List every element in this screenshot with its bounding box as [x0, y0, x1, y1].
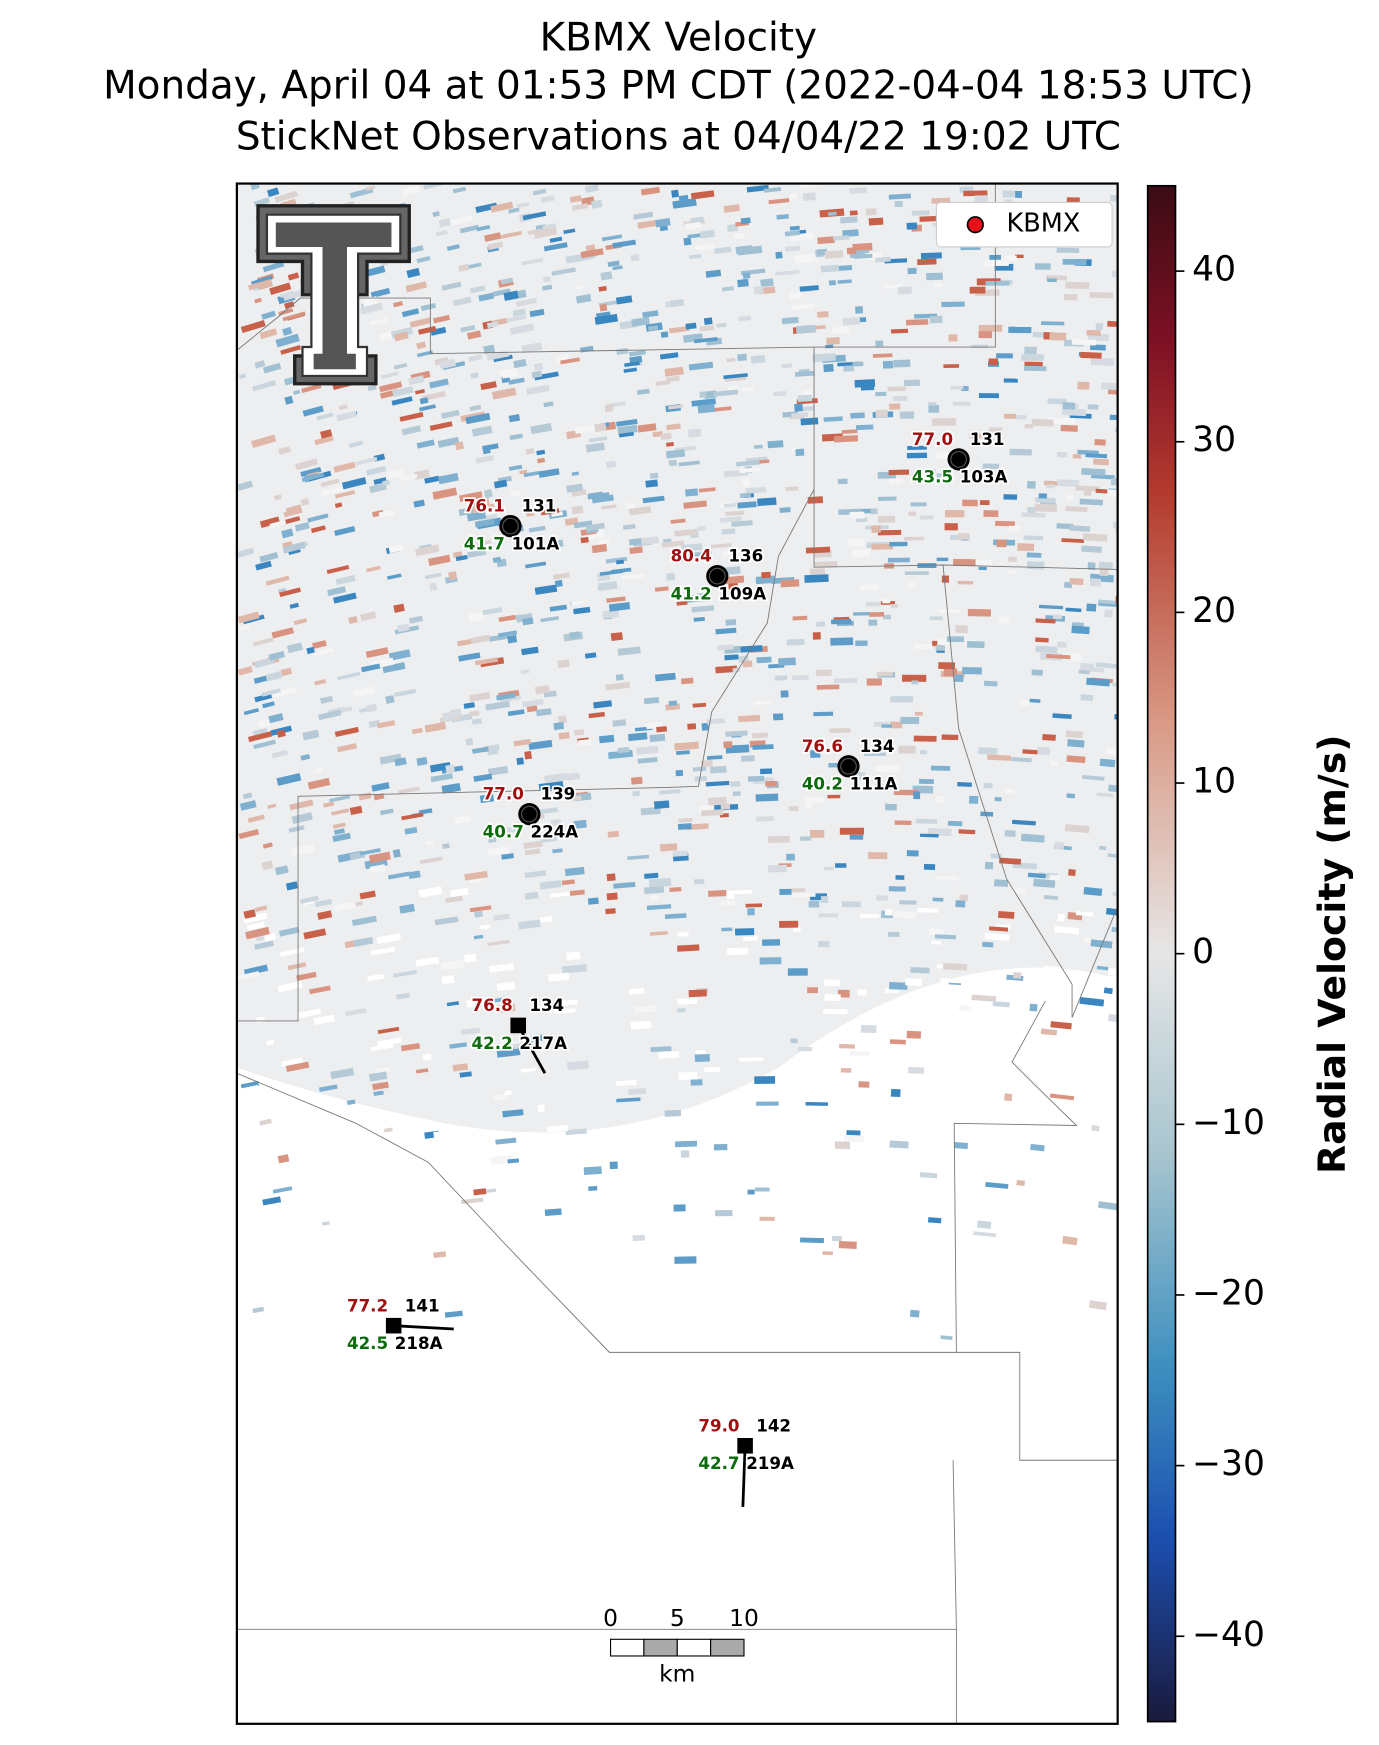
station: 77.0 139 40.7 224A	[481, 783, 580, 843]
station-value: 131	[522, 497, 557, 516]
station-dewpoint: 42.7	[698, 1454, 739, 1473]
station-temperature: 76.6	[802, 737, 843, 756]
station-dewpoint: 40.7	[483, 823, 524, 842]
colorbar-label: Radial Velocity (m/s)	[1310, 735, 1354, 1174]
station-id: 103A	[960, 468, 1008, 487]
station-value: 136	[728, 547, 763, 566]
station-value: 134	[860, 737, 895, 756]
station-temperature: 76.8	[472, 996, 513, 1015]
station-temperature: 76.1	[464, 497, 505, 516]
scale-label: 0	[603, 1604, 618, 1632]
station-marker-ring	[502, 517, 519, 535]
title-line: Monday, April 04 at 01:53 PM CDT (2022-0…	[103, 63, 1254, 108]
station-dewpoint: 41.2	[671, 585, 712, 604]
wind-barb	[741, 1445, 747, 1508]
station-dewpoint: 40.2	[802, 775, 843, 794]
station-id: 111A	[850, 775, 898, 794]
county-borders	[236, 183, 1118, 1724]
station: 80.4 136 41.2 109A	[669, 545, 768, 605]
title-line: KBMX Velocity	[540, 16, 817, 61]
colorbar-tick-label: 0	[1192, 932, 1214, 972]
station-id: 224A	[530, 823, 578, 842]
station: 77.2 141 42.5 218A	[345, 1295, 454, 1355]
legend: KBMX	[935, 201, 1113, 248]
station-id: 101A	[512, 534, 560, 553]
station: 79.0 142 42.7 219A	[697, 1415, 796, 1508]
wind-barb	[517, 1024, 547, 1074]
scale-label: 5	[670, 1604, 685, 1632]
station-marker	[737, 1438, 753, 1454]
station-temperature: 77.0	[483, 785, 524, 804]
station: 77.0 131 43.5 103A	[910, 428, 1009, 488]
scale-unit: km	[659, 1659, 695, 1687]
wind-barb	[393, 1324, 454, 1331]
station-marker-ring	[521, 805, 538, 823]
station-value: 131	[970, 430, 1005, 449]
station-marker-ring	[708, 567, 726, 585]
scale-bar: 0 5 10 km	[603, 1604, 759, 1688]
station-value: 134	[529, 996, 564, 1015]
station: 76.6 134 40.2 111A	[800, 735, 899, 795]
station-value: 142	[756, 1416, 791, 1435]
station-id: 218A	[395, 1334, 443, 1353]
station-marker	[510, 1017, 527, 1034]
colorbar-tick-label: −10	[1192, 1103, 1265, 1143]
colorbar	[1146, 184, 1177, 1723]
station-marker	[385, 1317, 402, 1334]
title-line: StickNet Observations at 04/04/22 19:02 …	[236, 115, 1121, 160]
colorbar-tick-label: −30	[1192, 1444, 1265, 1484]
station: 76.1 131 41.7 101A	[462, 495, 561, 555]
station-temperature: 79.0	[698, 1416, 739, 1435]
legend-label: KBMX	[1006, 209, 1080, 239]
station-value: 139	[540, 785, 575, 804]
station-value: 141	[405, 1296, 440, 1315]
colorbar-tick-label: −20	[1192, 1273, 1265, 1313]
colorbar-tick-label: 40	[1192, 250, 1236, 290]
station-temperature: 80.4	[671, 547, 712, 566]
logo	[256, 204, 411, 386]
station-dewpoint: 42.2	[472, 1034, 513, 1053]
station-id: 217A	[519, 1034, 567, 1053]
station-dewpoint: 43.5	[912, 468, 953, 487]
station-id: 219A	[746, 1454, 794, 1473]
station: 76.8 134 42.2 217A	[470, 994, 569, 1074]
colorbar-tick-label: 10	[1192, 762, 1236, 802]
station-marker-ring	[950, 451, 967, 468]
colorbar-tick-label: −40	[1192, 1615, 1265, 1655]
radar-map	[236, 183, 1118, 1724]
map-frame	[235, 182, 1119, 1725]
station-temperature: 77.0	[912, 430, 953, 449]
station-marker-ring	[840, 757, 857, 775]
colorbar-tick-label: 20	[1192, 591, 1236, 631]
station-temperature: 77.2	[347, 1296, 388, 1315]
colorbar-tick-label: 30	[1192, 420, 1236, 460]
legend-marker	[966, 216, 984, 234]
station-dewpoint: 42.5	[347, 1334, 388, 1353]
scale-label: 10	[729, 1604, 759, 1632]
station-id: 109A	[718, 585, 766, 604]
station-dewpoint: 41.7	[464, 534, 505, 553]
